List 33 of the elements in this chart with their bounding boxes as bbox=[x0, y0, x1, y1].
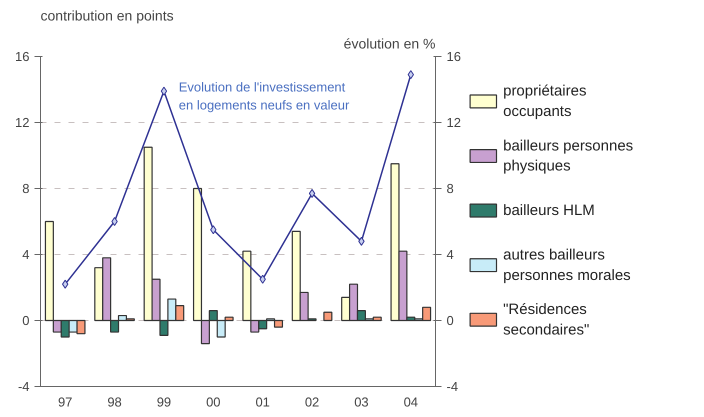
y2-tick-label: 0 bbox=[446, 313, 454, 328]
point bbox=[111, 217, 118, 226]
y-tick-label: -4 bbox=[18, 379, 30, 394]
y-axis-title: contribution en points bbox=[40, 8, 174, 24]
y2-tick-label: 8 bbox=[446, 181, 454, 196]
x-tick-label: 01 bbox=[255, 394, 270, 410]
y-tick-label: 8 bbox=[22, 181, 30, 196]
x-tick-label: 00 bbox=[206, 394, 221, 410]
legend-label: bailleurs personnes physiques bbox=[503, 137, 634, 175]
bar bbox=[323, 312, 332, 322]
legend-label: bailleurs HLM bbox=[503, 202, 595, 220]
y2-tick-label: 4 bbox=[446, 247, 454, 262]
y-tick-label: 16 bbox=[15, 49, 30, 64]
point bbox=[358, 236, 365, 246]
legend-label: propriétaires occupants bbox=[503, 82, 586, 120]
y-tick-label: 0 bbox=[22, 313, 30, 328]
legend-label: autres bailleurs personnes morales bbox=[503, 246, 631, 284]
y2-tick-label: -4 bbox=[446, 379, 458, 394]
x-tick-label: 02 bbox=[304, 394, 320, 410]
y-tick-label: 12 bbox=[15, 115, 30, 130]
y2-tick-label: 12 bbox=[446, 115, 461, 130]
x-tick-label: 97 bbox=[58, 394, 72, 410]
y-tick-label: 4 bbox=[22, 247, 30, 262]
series-label: Evolution de l'investissement en logements neufs en valeur bbox=[178, 80, 350, 113]
point bbox=[160, 86, 168, 96]
x-tick-label: 98 bbox=[107, 394, 122, 410]
x-tick-label: 04 bbox=[404, 394, 418, 410]
x-tick-label: 99 bbox=[156, 394, 172, 410]
x-tick-label: 03 bbox=[354, 394, 369, 410]
point bbox=[308, 188, 316, 198]
y2-tick-label: 16 bbox=[446, 49, 461, 64]
legend-label: "Résidences secondaires" bbox=[503, 301, 590, 338]
y2-axis-title: évolution en % bbox=[344, 36, 436, 52]
